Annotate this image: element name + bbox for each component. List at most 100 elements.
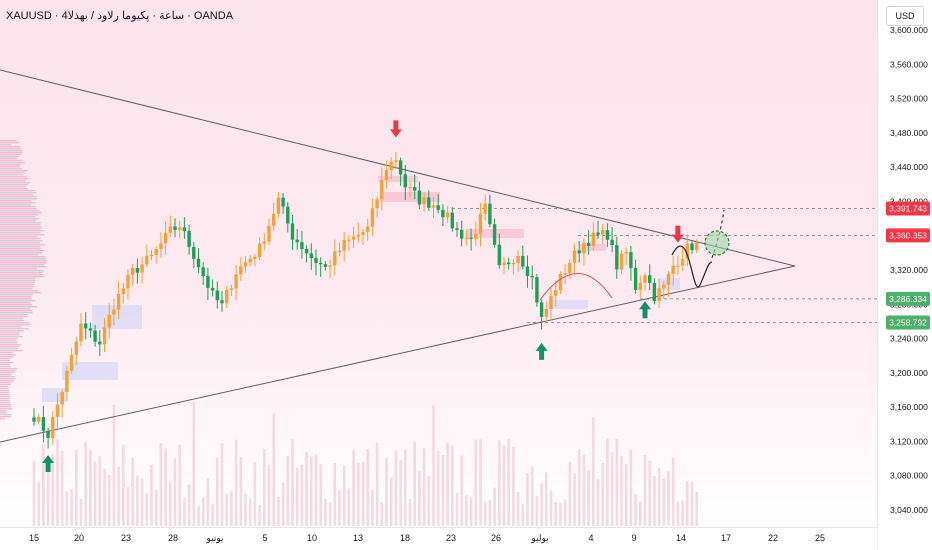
volume-profile-bar: [0, 288, 33, 290]
volume-bar: [206, 478, 210, 526]
volume-profile-bar: [0, 228, 42, 230]
volume-bar: [493, 487, 496, 526]
volume-profile-bar: [0, 368, 18, 370]
resistance-trendline: [0, 69, 796, 267]
candle-body: [657, 288, 661, 302]
volume-bar: [582, 455, 586, 526]
volume-bar: [361, 461, 365, 526]
candle-body: [511, 263, 516, 265]
candle-body: [445, 212, 450, 218]
volume-profile-bar: [0, 260, 47, 262]
volume-profile-bar: [0, 336, 23, 338]
volume-bar: [220, 443, 224, 526]
volume-bar: [653, 475, 656, 526]
volume-bar: [540, 483, 543, 526]
volume-profile-bar: [0, 246, 41, 248]
candle-body: [84, 323, 88, 329]
candle-body: [243, 262, 248, 267]
time-tick-label: 25: [815, 533, 825, 543]
volume-bar: [394, 450, 398, 526]
volume-profile-bar: [0, 158, 18, 160]
candle-body: [695, 242, 699, 250]
candle-body: [572, 250, 577, 263]
volume-profile-bar: [0, 226, 42, 228]
volume-profile-bar: [0, 240, 43, 242]
candle-body: [544, 309, 548, 317]
volume-profile-bar: [0, 332, 20, 334]
volume-profile-bar: [0, 352, 13, 354]
volume-profile-bar: [0, 362, 14, 364]
volume-bar: [516, 492, 520, 526]
candle-body: [549, 295, 553, 309]
volume-bar: [606, 438, 609, 526]
candle-body: [483, 203, 487, 214]
volume-bar: [648, 460, 651, 526]
candle-body: [417, 190, 422, 205]
price-level-text: 3,391.743: [889, 204, 927, 214]
volume-profile-bar: [0, 160, 23, 162]
time-tick-label: 20: [74, 533, 84, 543]
volume-profile-bar: [0, 402, 11, 404]
volume-profile-bar: [0, 172, 25, 174]
currency-button[interactable]: USD: [886, 6, 924, 26]
volume-bar: [46, 456, 50, 526]
volume-bar: [639, 501, 642, 526]
volume-profile-bar: [0, 410, 7, 412]
volume-profile-bar: [0, 416, 12, 418]
candle-body: [342, 239, 346, 251]
volume-profile-bar: [0, 254, 39, 256]
candle-body: [74, 341, 78, 355]
volume-profile-bar: [0, 204, 32, 206]
volume-profile-bar: [0, 294, 33, 296]
volume-bar: [154, 489, 158, 526]
volume-bar: [60, 450, 64, 526]
candle-body: [525, 266, 530, 276]
volume-bar: [145, 492, 149, 526]
candle-body: [605, 230, 610, 240]
volume-profile-bar: [0, 216, 36, 218]
candle-body: [671, 265, 675, 274]
time-tick-labels: 15 20 23 28 يونيو 5 10 13 18 23 26 يوليو 4 9 14 17 22 25: [29, 533, 825, 544]
volume-profile-bar: [0, 320, 25, 322]
volume-bar: [42, 444, 45, 526]
volume-bar: [216, 457, 219, 526]
candle-body: [239, 266, 243, 275]
volume-profile-bar: [0, 230, 44, 232]
candle-body: [51, 417, 55, 439]
volume-bar: [347, 488, 351, 526]
volume-bar: [465, 495, 468, 526]
volume-bar: [263, 449, 266, 526]
volume-bar: [422, 448, 426, 526]
volume-profile-bar: [0, 182, 30, 184]
volume-profile-bar: [0, 334, 20, 336]
candle-body: [126, 274, 130, 289]
volume-profile-bar: [0, 408, 13, 410]
target-circle: [704, 230, 730, 256]
candle-body: [304, 249, 309, 254]
volume-profile-bar: [0, 396, 11, 398]
price-axis[interactable]: [877, 0, 932, 550]
volume-bar: [545, 472, 548, 526]
candle-body: [680, 259, 685, 266]
volume-bar: [70, 489, 73, 526]
candle-body: [46, 430, 50, 438]
candle-body: [65, 370, 69, 392]
resistance-down-arrow: [389, 120, 402, 138]
time-axis[interactable]: [0, 527, 877, 550]
volume-profile-bar: [0, 384, 11, 386]
volume-bar: [314, 454, 318, 526]
symbol-title[interactable]: XAUUSD · 4ساعة · پکیوما رلاود / بهذلا · …: [6, 10, 234, 22]
volume-bar: [512, 446, 515, 526]
volume-profile-bar: [0, 238, 41, 240]
candle-body: [131, 268, 135, 275]
volume-bar: [460, 455, 463, 526]
candle-body: [652, 282, 657, 301]
volume-bar: [112, 405, 116, 526]
volume-bar: [479, 439, 482, 526]
volume-bar: [357, 462, 360, 526]
volume-profile-bar: [0, 198, 38, 200]
candle-body: [107, 314, 111, 328]
volume-bar: [399, 459, 402, 526]
volume-profile-bar: [0, 268, 37, 270]
resistance-down-arrow: [671, 225, 684, 243]
